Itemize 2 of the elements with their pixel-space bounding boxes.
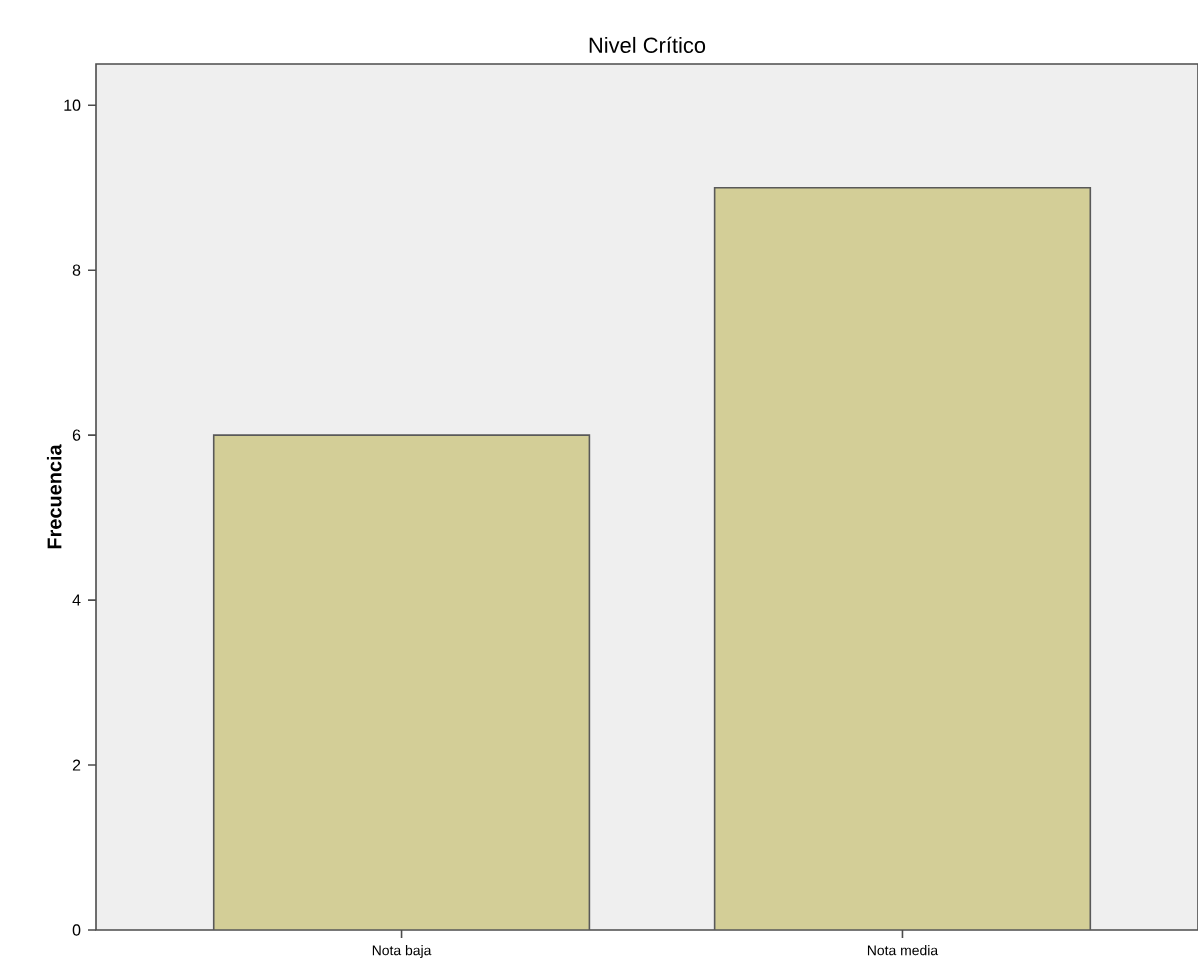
y-axis-title: Frecuencia bbox=[46, 444, 62, 549]
chart-title: Nivel Crítico bbox=[589, 36, 706, 53]
